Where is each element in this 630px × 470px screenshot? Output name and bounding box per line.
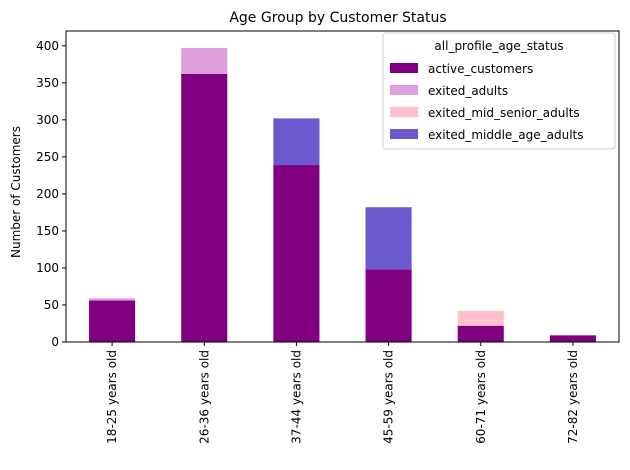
plot-frame [65, 30, 620, 343]
bar-exited-middle-age-adults-2 [273, 118, 320, 166]
y-axis-label: Number of Customers [9, 126, 23, 258]
legend-items: active_customers exited_adults exited_mid_… [390, 62, 584, 142]
legend-label-exited-middle-age-adults: exited_middle_age_adults [428, 128, 584, 142]
y-axis: 0 50 100 150 200 250 300 350 400 [36, 39, 66, 349]
y-tick-label: 0 [51, 335, 59, 349]
chart-title: Age Group by Customer Status [229, 10, 446, 26]
x-tick-label: 18-25 years old [105, 350, 119, 444]
y-tick-label: 100 [36, 261, 59, 275]
bar-exited-mid-senior-adults-4 [457, 310, 504, 326]
x-tick-label: 60-71 years old [474, 350, 488, 444]
y-tick-label: 250 [36, 150, 59, 164]
legend-swatch-exited-adults [390, 85, 418, 95]
x-tick-label: 45-59 years old [382, 350, 396, 444]
legend-label-exited-mid-senior-adults: exited_mid_senior_adults [428, 106, 580, 120]
bar-active-customers-0 [89, 300, 136, 342]
y-tick-label: 200 [36, 187, 59, 201]
y-tick-label: 150 [36, 224, 59, 238]
y-tick-label: 400 [36, 39, 59, 53]
legend-swatch-exited-middle-age-adults [390, 129, 418, 139]
bar-active-customers-1 [181, 73, 228, 342]
bar-active-customers-2 [273, 165, 320, 342]
bar-active-customers-4 [457, 325, 504, 342]
bar-exited-adults-0 [89, 298, 136, 301]
legend-label-active-customers: active_customers [428, 62, 533, 76]
x-axis: 18-25 years old 26-36 years old 37-44 year… [105, 342, 580, 444]
bars [89, 48, 596, 342]
legend-label-exited-adults: exited_adults [428, 84, 508, 98]
bar-active-customers-5 [549, 335, 596, 342]
x-tick-label: 26-36 years old [197, 350, 211, 444]
bar-active-customers-3 [365, 269, 412, 342]
bar-exited-adults-1 [181, 48, 228, 74]
y-tick-label: 350 [36, 76, 59, 90]
y-tick-label: 300 [36, 113, 59, 127]
x-tick-label: 37-44 years old [289, 350, 303, 444]
legend-title: all_profile_age_status [434, 39, 563, 53]
y-tick-label: 50 [44, 298, 59, 312]
bar-exited-middle-age-adults-3 [365, 207, 412, 270]
x-tick-label: 72-82 years old [566, 350, 580, 444]
legend-swatch-exited-mid-senior-adults [390, 107, 418, 117]
legend: all_profile_age_status active_customerse… [382, 32, 616, 150]
legend-box [382, 32, 616, 150]
legend-swatch-active-customers [390, 63, 418, 73]
